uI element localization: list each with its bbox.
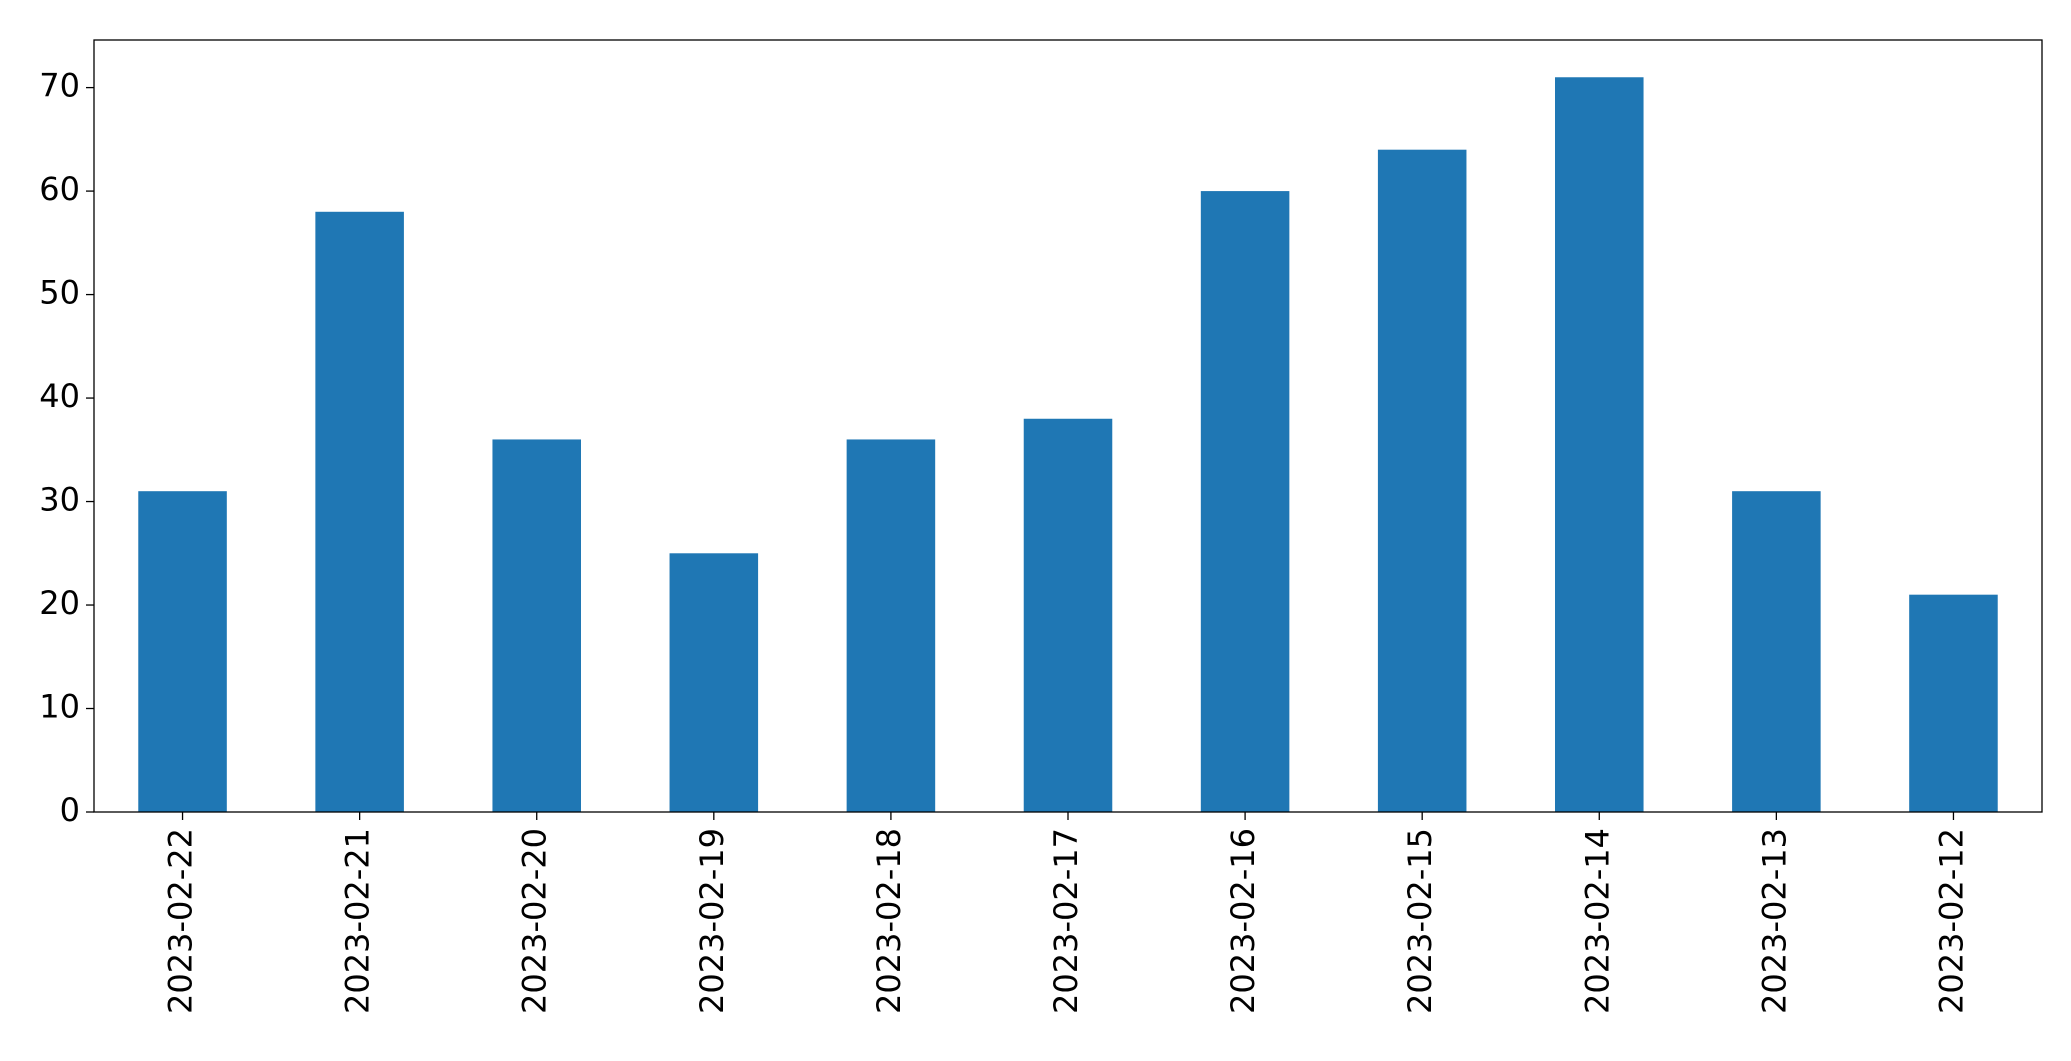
bar (669, 553, 759, 812)
x-tick-label: 2023-02-16 (1224, 828, 1262, 1014)
y-tick-label: 10 (39, 688, 80, 726)
x-tick-label: 2023-02-20 (516, 828, 554, 1014)
bar (1377, 149, 1467, 813)
bar (1732, 491, 1821, 812)
x-tick-label: 2023-02-15 (1401, 828, 1439, 1014)
bar (1555, 77, 1644, 812)
y-tick-label: 50 (39, 274, 80, 312)
x-tick-label: 2023-02-18 (870, 828, 908, 1014)
y-tick-label: 40 (39, 377, 80, 415)
bar (1200, 191, 1290, 812)
bar (315, 211, 404, 812)
bar (1909, 594, 1998, 812)
x-tick-label: 2023-02-13 (1755, 828, 1793, 1014)
x-tick-label: 2023-02-14 (1578, 828, 1616, 1014)
x-tick-label: 2023-02-12 (1932, 828, 1970, 1014)
y-tick-label: 30 (39, 481, 80, 519)
x-tick-label: 2023-02-21 (339, 828, 377, 1014)
bar (492, 439, 581, 812)
y-tick-label: 60 (39, 170, 80, 208)
x-tick-label: 2023-02-17 (1047, 828, 1085, 1014)
y-tick-label: 70 (39, 67, 80, 105)
y-tick-label: 0 (60, 791, 80, 829)
plot-frame (93, 39, 2043, 813)
bar (138, 491, 227, 812)
bar (846, 439, 936, 812)
bar (1023, 418, 1113, 812)
x-tick-label: 2023-02-19 (693, 828, 731, 1014)
y-tick-label: 20 (39, 584, 80, 622)
x-tick-label: 2023-02-22 (162, 828, 200, 1014)
